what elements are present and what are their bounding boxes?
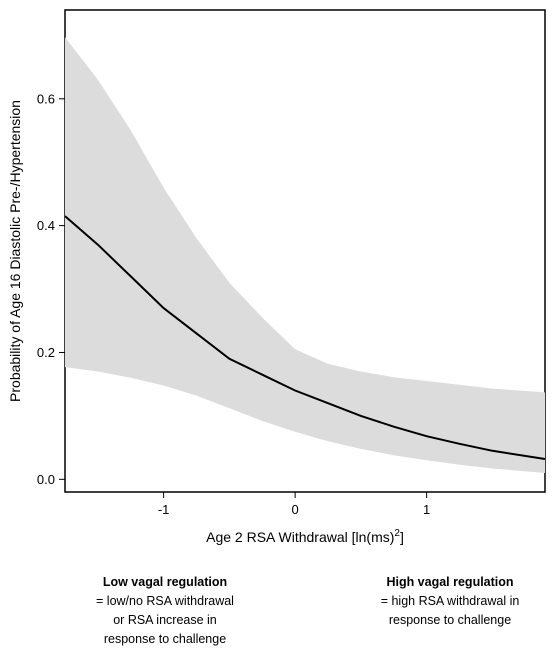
y-axis-title: Probability of Age 16 Diastolic Pre-/Hyp…	[7, 100, 23, 402]
low-vagal-note: Low vagal regulation = low/no RSA withdr…	[55, 573, 275, 649]
x-tick-label: 0	[292, 502, 299, 517]
high-vagal-line-2: response to challenge	[388, 613, 512, 627]
y-tick-label: 0.4	[37, 218, 55, 233]
y-tick-label: 0.6	[37, 91, 55, 106]
y-axis-ticks: 0.0 0.2 0.4 0.6	[37, 91, 65, 487]
x-tick-label: -1	[158, 502, 170, 517]
low-vagal-heading: Low vagal regulation	[102, 575, 228, 589]
y-tick-label: 0.2	[37, 345, 55, 360]
low-vagal-line-2: or RSA increase in	[113, 613, 217, 627]
x-axis-title: Age 2 RSA Withdrawal [ln(ms)2]	[206, 528, 404, 545]
confidence-band	[65, 37, 545, 474]
high-vagal-heading: High vagal regulation	[386, 575, 514, 589]
high-vagal-note: High vagal regulation = high RSA withdra…	[345, 573, 555, 630]
x-axis-ticks: -1 0 1	[158, 492, 430, 517]
y-tick-label: 0.0	[37, 472, 55, 487]
probability-curve	[64, 215, 546, 460]
chart: -1 0 1 0.0 0.2 0.4 0.6 Age 2 RSA Withdrawal […	[7, 9, 546, 545]
x-axis-title-main: Age 2 RSA Withdrawal [ln(ms)	[206, 529, 394, 545]
low-vagal-line-1: = low/no RSA withdrawal	[96, 594, 234, 608]
low-vagal-line-3: response to challenge	[103, 632, 227, 646]
high-vagal-line-1: = high RSA withdrawal in	[380, 594, 520, 608]
x-axis-title-superscript: 2	[394, 528, 400, 539]
x-axis-title-suffix: ]	[400, 529, 404, 545]
x-tick-label: 1	[423, 502, 430, 517]
